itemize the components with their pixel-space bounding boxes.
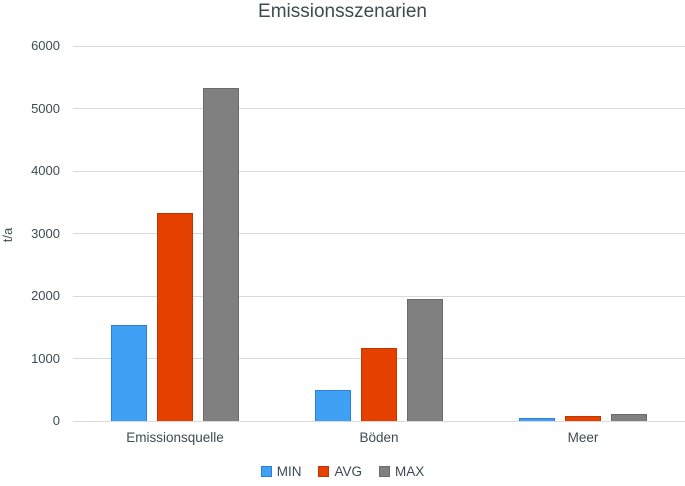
bar-max-1 xyxy=(203,88,239,421)
y-tick-label: 4000 xyxy=(31,163,60,178)
plot-area xyxy=(73,46,685,422)
x-category-label: Meer xyxy=(567,430,599,445)
bar-max-2 xyxy=(407,299,443,421)
legend: MIN AVG MAX xyxy=(0,461,685,481)
y-tick-label: 0 xyxy=(52,413,60,428)
gridline xyxy=(73,108,685,109)
y-tick-label: 1000 xyxy=(31,351,60,366)
gridline xyxy=(73,171,685,172)
legend-swatch-avg xyxy=(318,465,330,477)
legend-item-min: MIN xyxy=(260,463,302,479)
x-axis-labels: Emissionsquelle Böden Meer xyxy=(73,430,685,450)
legend-label-min: MIN xyxy=(276,463,302,479)
legend-swatch-min xyxy=(260,465,272,477)
x-category-label: Emissionsquelle xyxy=(126,430,224,445)
bar-avg-1 xyxy=(157,213,193,421)
x-axis-line xyxy=(73,421,685,422)
y-tick-label: 6000 xyxy=(31,38,60,53)
bar-avg-3 xyxy=(565,416,601,421)
y-axis-tick-labels: 0 1000 2000 3000 4000 5000 6000 xyxy=(0,38,60,428)
bar-avg-2 xyxy=(361,348,397,421)
legend-label-avg: AVG xyxy=(334,463,362,479)
legend-label-max: MAX xyxy=(395,463,425,479)
gridline xyxy=(73,46,685,47)
gridline xyxy=(73,296,685,297)
legend-item-avg: AVG xyxy=(318,464,362,479)
legend-item-max: MAX xyxy=(379,464,424,479)
y-tick-label: 2000 xyxy=(31,288,60,303)
x-category-label: Böden xyxy=(359,430,399,445)
bar-min-1 xyxy=(111,325,147,421)
chart-title: Emissionsszenarien xyxy=(258,1,427,22)
bar-min-2 xyxy=(315,390,351,421)
bar-max-3 xyxy=(611,414,647,421)
y-tick-label: 3000 xyxy=(31,226,60,241)
y-tick-label: 5000 xyxy=(31,101,60,116)
legend-swatch-max xyxy=(379,465,390,477)
bar-min-3 xyxy=(519,418,555,421)
gridline xyxy=(73,233,685,234)
